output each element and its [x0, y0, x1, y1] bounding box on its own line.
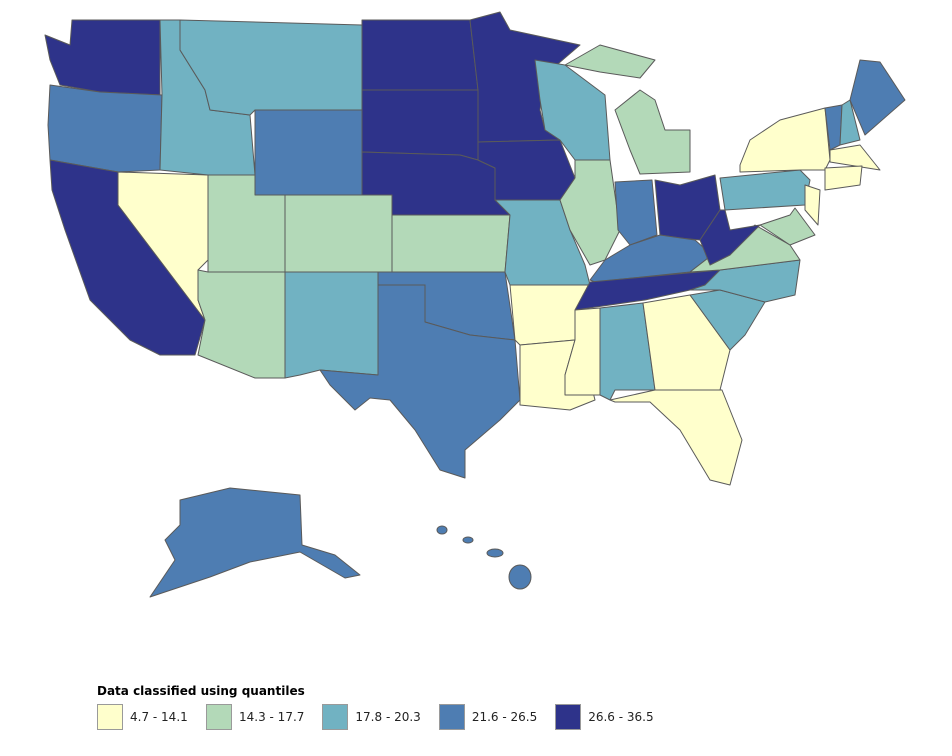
- state-maine[interactable]: [849, 59, 906, 136]
- legend-label: 14.3 - 17.7: [239, 710, 305, 724]
- legend-swatch: [206, 704, 232, 730]
- state-south-carolina[interactable]: [689, 289, 766, 351]
- state-alaska[interactable]: [149, 487, 361, 598]
- legend-title: Data classified using quantiles: [97, 684, 305, 698]
- us-choropleth-map: [44, 11, 906, 598]
- state-oregon[interactable]: [47, 84, 163, 173]
- state-washington[interactable]: [44, 19, 161, 96]
- legend-swatch: [97, 704, 123, 730]
- legend-swatch: [438, 704, 465, 730]
- legend-label: 4.7 - 14.1: [130, 710, 188, 724]
- state-new-hampshire[interactable]: [839, 99, 861, 146]
- state-new-mexico[interactable]: [284, 271, 379, 379]
- state-kansas[interactable]: [391, 214, 511, 273]
- legend-label: 17.8 - 20.3: [355, 710, 421, 724]
- state-connecticut-rhode-island[interactable]: [824, 165, 863, 191]
- state-massachusetts[interactable]: [829, 144, 881, 171]
- legend-swatch: [555, 704, 582, 730]
- state-new-jersey[interactable]: [804, 184, 821, 226]
- state-georgia[interactable]: [642, 294, 731, 391]
- state-hawaii-oahu[interactable]: [462, 536, 474, 544]
- legend-item: 21.6 - 26.5: [438, 704, 538, 730]
- state-new-york[interactable]: [739, 107, 831, 173]
- state-hawaii-big-island[interactable]: [508, 564, 532, 590]
- legend-item: 4.7 - 14.1: [97, 704, 188, 730]
- legend-label: 21.6 - 26.5: [471, 710, 538, 724]
- state-michigan-lower[interactable]: [614, 89, 691, 175]
- legend-item: 14.3 - 17.7: [206, 704, 304, 730]
- state-florida[interactable]: [609, 389, 743, 486]
- legend-label: 26.6 - 36.5: [588, 710, 654, 724]
- state-north-carolina[interactable]: [689, 259, 801, 303]
- legend: Data classified using quantiles 4.7 - 14…: [97, 684, 672, 730]
- state-hawaii-maui[interactable]: [486, 548, 504, 558]
- state-wyoming[interactable]: [254, 109, 363, 196]
- state-michigan-upper[interactable]: [564, 44, 656, 79]
- legend-item: 17.8 - 20.3: [322, 704, 421, 730]
- state-illinois[interactable]: [559, 159, 621, 266]
- legend-swatch: [322, 704, 349, 730]
- state-maryland-delaware[interactable]: [759, 207, 816, 246]
- state-colorado[interactable]: [284, 194, 393, 273]
- legend-item: 26.6 - 36.5: [555, 704, 654, 730]
- state-minnesota[interactable]: [469, 11, 581, 143]
- state-pennsylvania[interactable]: [719, 169, 811, 211]
- state-arizona[interactable]: [197, 269, 286, 379]
- state-west-virginia[interactable]: [699, 209, 761, 266]
- state-indiana[interactable]: [614, 179, 658, 246]
- state-south-dakota[interactable]: [361, 89, 479, 161]
- state-north-dakota[interactable]: [361, 19, 479, 91]
- state-montana[interactable]: [179, 19, 363, 116]
- state-hawaii-kauai[interactable]: [436, 525, 448, 535]
- state-texas[interactable]: [319, 284, 521, 479]
